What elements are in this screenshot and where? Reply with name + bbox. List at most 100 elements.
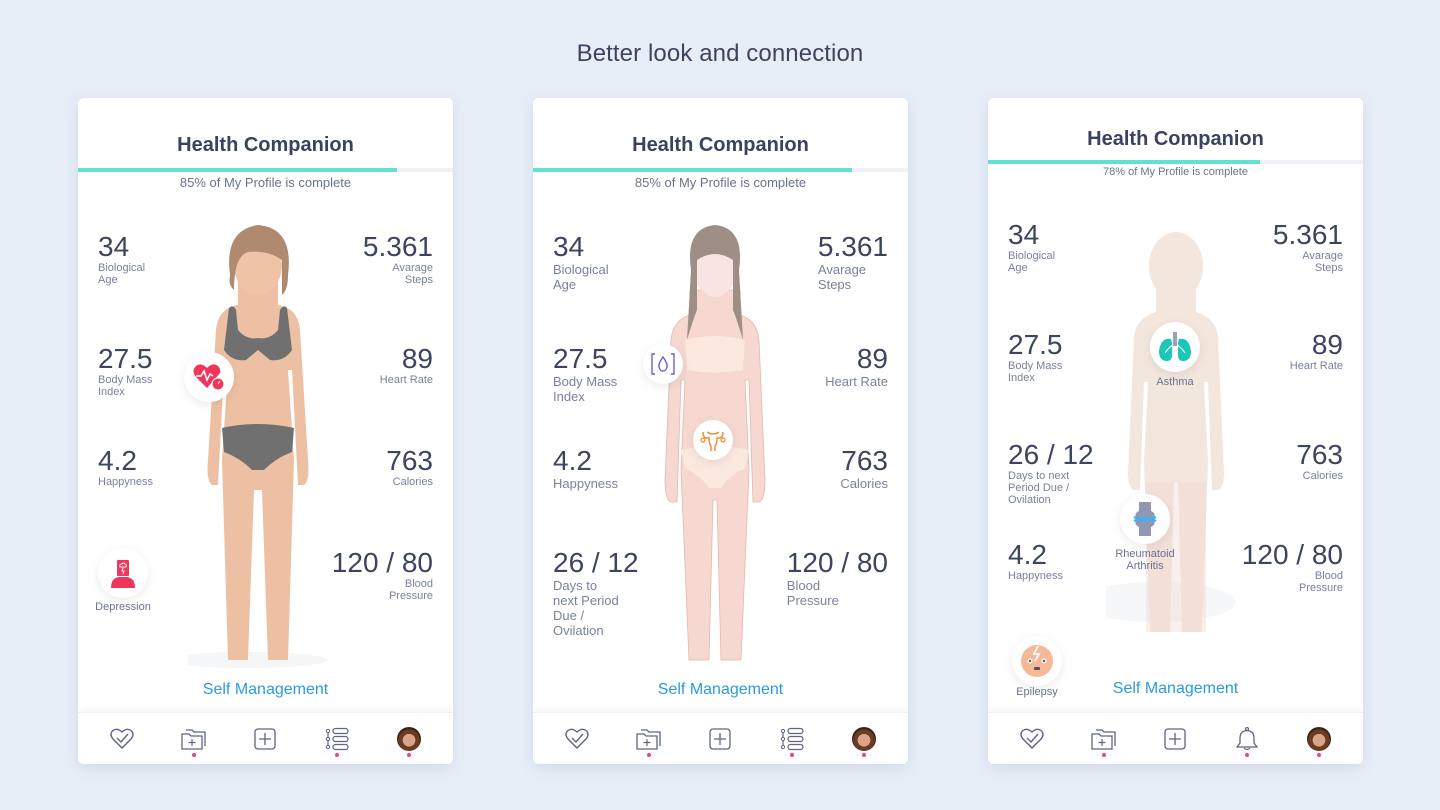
stat-value: 34 (553, 231, 585, 262)
folder-add-icon (636, 728, 661, 750)
stat-calories: 763 Calories (386, 445, 433, 489)
depression-icon (111, 560, 135, 588)
stat-value: 5.361 (1272, 219, 1343, 250)
tab-health[interactable] (557, 719, 597, 759)
heart-check-icon (110, 728, 134, 749)
stat-happyness: 4.2 Happyness (98, 446, 154, 489)
stat-average-steps: 5.361 Avarage Steps (1272, 219, 1343, 275)
tab-records[interactable] (629, 719, 669, 759)
stat-value: 5.361 (362, 231, 433, 262)
uterus-icon (700, 431, 726, 451)
reproductive-health-badge[interactable] (693, 420, 733, 460)
stat-bmi: 27.5 Body Mass Index (98, 344, 153, 399)
stat-label: Calories (392, 476, 433, 488)
tab-health[interactable] (1012, 719, 1052, 759)
profile-progress-bar (78, 168, 453, 172)
epilepsy-badge[interactable] (1012, 636, 1062, 686)
tab-timeline[interactable] (317, 719, 357, 759)
stat-value: 26 / 12 (553, 547, 639, 578)
stat-value: 763 (841, 445, 888, 476)
stat-value: 89 (856, 343, 888, 374)
self-management-link[interactable]: Self Management (1112, 680, 1239, 697)
phone-card-1: Health Companion 85% of My Profile is co… (78, 98, 453, 764)
profile-progress-text: 78% of My Profile is complete (1103, 166, 1248, 178)
tab-records[interactable] (1084, 719, 1124, 759)
timeline-list-icon (326, 727, 349, 750)
stat-bmi: 27.5 Body Mass Index (1008, 330, 1063, 385)
stat-biological-age: 34 Biological Age (553, 231, 609, 293)
app-title: Health Companion (632, 134, 809, 156)
stat-label: Days to next Period Due / Ovilation (553, 578, 619, 638)
folder-add-icon (181, 728, 206, 750)
stat-happyness: 4.2 Happyness (553, 446, 619, 492)
stat-label: Days to next Period Due / Ovilation (1008, 470, 1070, 506)
page-title: Better look and connection (576, 40, 864, 67)
epilepsy-face-icon (1021, 645, 1053, 677)
notification-dot (646, 752, 651, 757)
tab-profile[interactable] (1299, 719, 1339, 759)
tab-add[interactable] (245, 719, 285, 759)
stat-label: Happyness (553, 476, 619, 491)
stat-value: 5.361 (817, 231, 888, 262)
plus-square-icon (1164, 727, 1187, 750)
stat-label: Avarage Steps (392, 262, 433, 286)
heart-check-icon (565, 728, 589, 749)
tab-timeline[interactable] (772, 719, 812, 759)
app-title: Health Companion (177, 134, 354, 156)
progress-fill (78, 168, 397, 172)
stat-value: 120 / 80 (331, 547, 433, 578)
stat-label: Happyness (1008, 570, 1064, 582)
stat-value: 4.2 (1008, 539, 1047, 570)
stat-biological-age: 34 Biological Age (1008, 220, 1056, 275)
stat-label: Body Mass Index (98, 374, 153, 398)
notification-dot (1101, 752, 1106, 757)
stat-average-steps: 5.361 Avarage Steps (817, 231, 888, 293)
stat-label: Biological Age (1008, 250, 1056, 274)
self-management-link[interactable]: Self Management (657, 681, 784, 698)
stat-value: 120 / 80 (1241, 539, 1343, 570)
self-management-link[interactable]: Self Management (202, 681, 329, 698)
epilepsy-label: Epilepsy (1016, 686, 1058, 698)
profile-progress-text: 85% of My Profile is complete (179, 175, 352, 190)
notification-dot (1245, 752, 1250, 757)
stat-label: Blood Pressure (1298, 570, 1343, 594)
stat-label: Blood Pressure (786, 578, 839, 608)
stat-label: Heart Rate (825, 374, 888, 389)
stat-blood-pressure: 120 / 80 Blood Pressure (786, 548, 888, 609)
notification-dot (790, 752, 795, 757)
stat-label: Calories (1302, 470, 1343, 482)
profile-progress-bar (533, 168, 908, 172)
plus-square-icon (709, 727, 732, 750)
stat-biological-age: 34 Biological Age (98, 232, 145, 287)
stat-label: Heart Rate (1289, 360, 1343, 372)
stat-value: 763 (386, 445, 433, 476)
tab-health[interactable] (102, 719, 142, 759)
rheumatoid-arthritis-badge[interactable] (1120, 494, 1170, 544)
app-title: Health Companion (1087, 128, 1264, 150)
heart-rate-badge[interactable] (184, 352, 234, 402)
stat-value: 89 (401, 343, 433, 374)
stat-value: 26 / 12 (1008, 439, 1094, 470)
stat-label: Biological Age (553, 262, 609, 292)
phone-card-3: Health Companion 78% of My Profile is co… (988, 98, 1363, 764)
profile-progress-bar (988, 160, 1363, 164)
tab-add[interactable] (1155, 719, 1195, 759)
depression-badge[interactable] (98, 548, 148, 598)
bell-icon (1236, 726, 1259, 750)
asthma-label: Asthma (1156, 376, 1194, 388)
blood-drop-icon (651, 353, 675, 375)
tab-profile[interactable] (844, 719, 884, 759)
asthma-badge[interactable] (1150, 322, 1200, 372)
tab-profile[interactable] (389, 719, 429, 759)
tab-add[interactable] (700, 719, 740, 759)
stat-label: Body Mass Index (1008, 360, 1063, 384)
timeline-list-icon (781, 727, 804, 750)
stat-label: Avarage Steps (1302, 250, 1343, 274)
stat-value: 89 (1311, 329, 1343, 360)
blood-test-badge[interactable] (643, 344, 683, 384)
notification-dot (191, 752, 196, 757)
tab-records[interactable] (174, 719, 214, 759)
stat-label: Happyness (98, 476, 154, 488)
tab-notifications[interactable] (1227, 719, 1267, 759)
stat-happyness: 4.2 Happyness (1008, 539, 1064, 583)
